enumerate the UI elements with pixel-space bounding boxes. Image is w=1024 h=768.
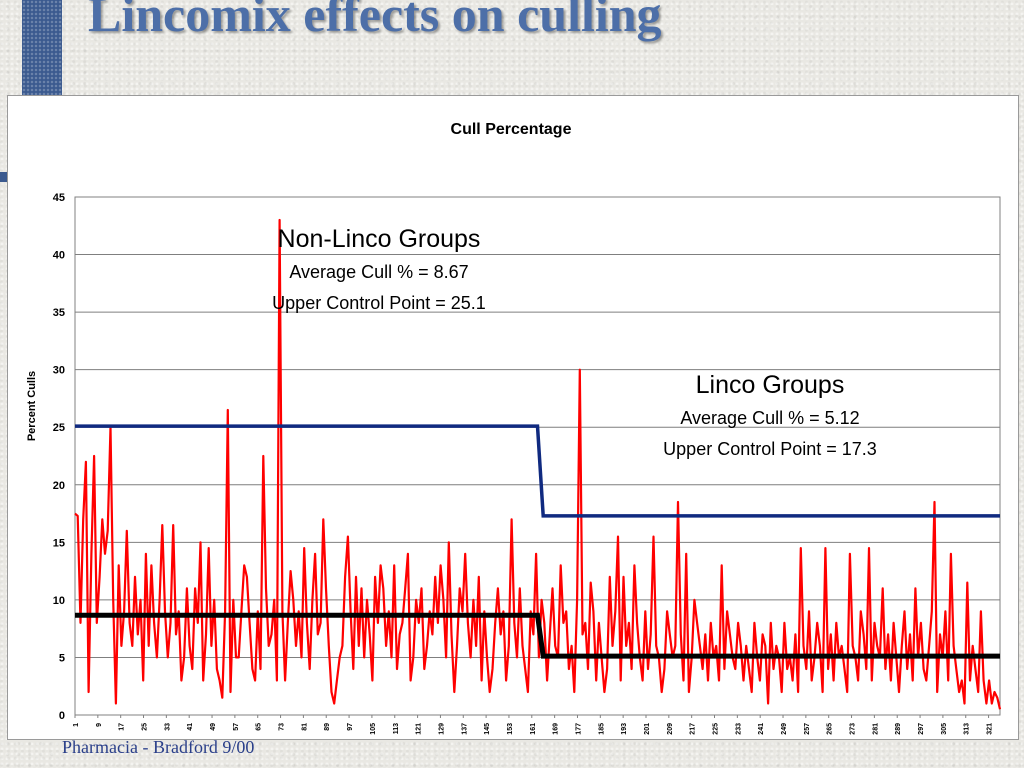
x-tick-label: 313 <box>964 723 971 735</box>
x-tick-label: 233 <box>735 723 742 735</box>
x-tick-label: 241 <box>758 723 765 735</box>
x-tick-label: 289 <box>895 723 902 735</box>
upper-control-line <box>75 424 1000 518</box>
x-tick-label: 9 <box>96 723 103 727</box>
annotation-linco: Linco Groups Average Cull % = 5.12 Upper… <box>663 371 877 459</box>
y-tick-label: 35 <box>53 307 65 319</box>
chart-panel: Cull Percentage 0 5 10 15 20 25 30 35 40 45 1 9 17 2… <box>7 95 1019 740</box>
y-tick-label: 20 <box>53 480 65 492</box>
annotation-ucl: Upper Control Point = 17.3 <box>663 439 877 459</box>
x-tick-label: 217 <box>690 723 697 735</box>
average-cull-line <box>75 612 1000 659</box>
x-tick-label: 1 <box>73 723 80 727</box>
annotation-ucl: Upper Control Point = 25.1 <box>272 293 486 313</box>
y-axis-label: Percent Culls <box>26 371 38 441</box>
x-tick-label: 49 <box>210 723 217 731</box>
x-tick-label: 145 <box>484 723 491 735</box>
cull-percent-line <box>74 218 1002 710</box>
y-tick-label: 15 <box>53 537 65 549</box>
x-tick-label: 193 <box>621 723 628 735</box>
y-tick-label: 10 <box>53 595 65 607</box>
x-tick-label: 73 <box>279 723 286 731</box>
x-tick-label: 225 <box>713 723 720 735</box>
y-axis-ticks: 0 5 10 15 20 25 30 35 40 45 <box>53 192 65 722</box>
decorative-line <box>0 172 8 182</box>
slide-title: Lincomix effects on culling <box>88 0 662 42</box>
x-tick-label: 305 <box>941 723 948 735</box>
x-tick-label: 121 <box>416 723 423 735</box>
y-tick-label: 40 <box>53 250 65 262</box>
x-tick-label: 65 <box>256 723 263 731</box>
x-tick-label: 177 <box>575 723 582 735</box>
x-tick-label: 57 <box>233 723 240 731</box>
x-tick-label: 25 <box>142 723 149 731</box>
y-tick-label: 45 <box>53 192 65 204</box>
x-tick-label: 17 <box>119 723 126 731</box>
y-tick-label: 0 <box>59 710 65 722</box>
annotation-heading: Non-Linco Groups <box>278 225 481 253</box>
x-tick-label: 113 <box>393 723 400 734</box>
x-axis-ticks: 1 9 17 25 33 41 49 57 65 73 81 89 97 105 113 121 129 137 1… <box>73 715 994 735</box>
x-tick-label: 297 <box>918 723 925 735</box>
series-layer <box>74 218 1002 710</box>
y-tick-label: 5 <box>59 652 65 664</box>
x-tick-label: 89 <box>324 723 331 731</box>
x-tick-label: 33 <box>164 723 171 731</box>
x-tick-label: 105 <box>370 723 377 735</box>
x-tick-label: 97 <box>347 723 354 731</box>
x-tick-label: 265 <box>827 723 834 735</box>
x-tick-label: 81 <box>301 723 308 731</box>
annotation-heading: Linco Groups <box>696 371 845 399</box>
x-tick-label: 137 <box>461 723 468 735</box>
y-tick-label: 30 <box>53 365 65 377</box>
annotation-average: Average Cull % = 5.12 <box>680 408 859 428</box>
x-tick-label: 161 <box>530 723 537 735</box>
x-tick-label: 185 <box>598 723 605 735</box>
x-tick-label: 129 <box>438 723 445 735</box>
x-tick-label: 153 <box>507 723 514 735</box>
x-tick-label: 169 <box>553 723 560 735</box>
annotation-non-linco: Non-Linco Groups Average Cull % = 8.67 U… <box>272 225 486 313</box>
y-tick-label: 25 <box>53 422 65 434</box>
annotation-average: Average Cull % = 8.67 <box>289 262 468 282</box>
cull-chart: Cull Percentage 0 5 10 15 20 25 30 35 40 45 1 9 17 2… <box>26 121 1002 735</box>
x-tick-label: 257 <box>804 723 811 735</box>
x-tick-label: 321 <box>987 723 994 735</box>
footer-text: Pharmacia - Bradford 9/00 <box>62 737 255 757</box>
x-tick-label: 41 <box>187 723 194 731</box>
x-tick-label: 201 <box>644 723 651 735</box>
decorative-bar <box>22 0 62 100</box>
chart-title: Cull Percentage <box>451 121 572 138</box>
x-tick-label: 281 <box>872 723 879 735</box>
x-tick-label: 209 <box>667 723 674 735</box>
x-tick-label: 249 <box>781 723 788 735</box>
x-tick-label: 273 <box>850 723 857 735</box>
